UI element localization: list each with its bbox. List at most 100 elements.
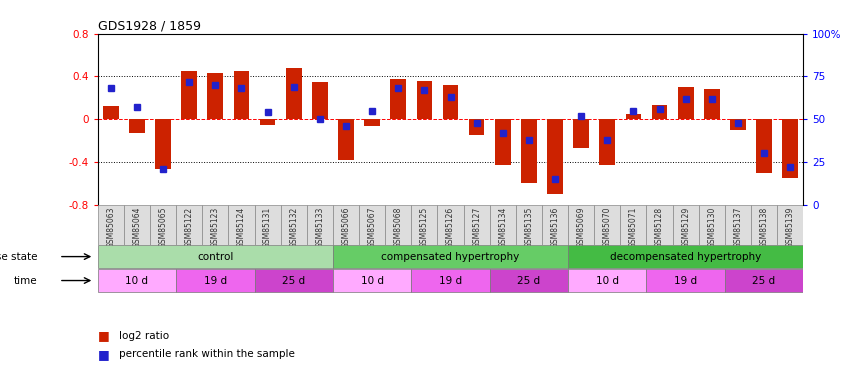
FancyBboxPatch shape	[98, 245, 333, 268]
Text: GSM85139: GSM85139	[785, 207, 795, 248]
Text: GSM85068: GSM85068	[394, 207, 403, 248]
Bar	[652, 105, 667, 119]
Text: GDS1928 / 1859: GDS1928 / 1859	[98, 20, 201, 33]
Bar	[103, 106, 119, 119]
FancyBboxPatch shape	[411, 205, 438, 245]
Text: GSM85124: GSM85124	[237, 207, 246, 248]
Bar	[286, 68, 302, 119]
FancyBboxPatch shape	[202, 205, 229, 245]
FancyBboxPatch shape	[699, 205, 725, 245]
FancyBboxPatch shape	[725, 269, 803, 292]
Text: GSM85130: GSM85130	[707, 207, 717, 248]
Bar	[156, 119, 171, 170]
Text: GSM85138: GSM85138	[760, 207, 768, 248]
Text: time: time	[14, 276, 37, 285]
FancyBboxPatch shape	[672, 205, 699, 245]
FancyBboxPatch shape	[777, 205, 803, 245]
Bar	[626, 114, 641, 119]
Text: GSM85071: GSM85071	[629, 207, 638, 248]
Bar	[129, 119, 144, 133]
Bar	[730, 119, 745, 130]
Text: GSM85069: GSM85069	[576, 207, 586, 248]
Text: GSM85135: GSM85135	[524, 207, 534, 248]
Bar	[704, 89, 720, 119]
FancyBboxPatch shape	[516, 205, 542, 245]
Bar	[234, 71, 249, 119]
Bar	[573, 119, 589, 148]
FancyBboxPatch shape	[568, 269, 647, 292]
Text: GSM85129: GSM85129	[681, 207, 690, 248]
FancyBboxPatch shape	[333, 205, 359, 245]
Text: compensated hypertrophy: compensated hypertrophy	[382, 252, 519, 262]
FancyBboxPatch shape	[333, 245, 568, 268]
Text: GSM85133: GSM85133	[315, 207, 325, 248]
Text: control: control	[197, 252, 234, 262]
FancyBboxPatch shape	[98, 269, 176, 292]
Text: GSM85123: GSM85123	[211, 207, 220, 248]
Text: 19 d: 19 d	[674, 276, 697, 285]
Bar	[495, 119, 511, 165]
Bar	[390, 79, 406, 119]
Text: ■: ■	[98, 329, 110, 342]
Bar	[207, 73, 224, 119]
Bar	[469, 119, 484, 135]
Text: 25 d: 25 d	[282, 276, 305, 285]
FancyBboxPatch shape	[359, 205, 385, 245]
FancyBboxPatch shape	[229, 205, 254, 245]
Bar	[599, 119, 615, 165]
FancyBboxPatch shape	[463, 205, 490, 245]
FancyBboxPatch shape	[124, 205, 150, 245]
Text: decompensated hypertrophy: decompensated hypertrophy	[610, 252, 762, 262]
Text: 25 d: 25 d	[518, 276, 541, 285]
Bar	[521, 119, 536, 183]
Bar	[181, 71, 197, 119]
Bar	[782, 119, 798, 178]
Bar	[338, 119, 354, 160]
Text: 10 d: 10 d	[596, 276, 619, 285]
FancyBboxPatch shape	[751, 205, 777, 245]
FancyBboxPatch shape	[333, 269, 411, 292]
Bar	[756, 119, 772, 172]
FancyBboxPatch shape	[176, 205, 202, 245]
Text: GSM85132: GSM85132	[289, 207, 298, 248]
Bar	[677, 87, 694, 119]
Text: GSM85127: GSM85127	[472, 207, 481, 248]
Bar	[365, 119, 380, 126]
Text: 10 d: 10 d	[126, 276, 149, 285]
Text: GSM85131: GSM85131	[264, 207, 272, 248]
FancyBboxPatch shape	[254, 269, 333, 292]
Text: GSM85126: GSM85126	[446, 207, 455, 248]
Text: 19 d: 19 d	[439, 276, 462, 285]
Text: GSM85065: GSM85065	[159, 207, 167, 248]
Bar	[312, 82, 328, 119]
Text: GSM85134: GSM85134	[498, 207, 507, 248]
Text: GSM85066: GSM85066	[342, 207, 350, 248]
FancyBboxPatch shape	[490, 205, 516, 245]
FancyBboxPatch shape	[725, 205, 751, 245]
FancyBboxPatch shape	[254, 205, 280, 245]
FancyBboxPatch shape	[385, 205, 411, 245]
Text: 10 d: 10 d	[360, 276, 383, 285]
Text: ■: ■	[98, 348, 110, 361]
Text: GSM85070: GSM85070	[603, 207, 612, 248]
Bar	[547, 119, 563, 194]
FancyBboxPatch shape	[594, 205, 620, 245]
FancyBboxPatch shape	[647, 269, 725, 292]
FancyBboxPatch shape	[647, 205, 672, 245]
Text: GSM85064: GSM85064	[133, 207, 141, 248]
FancyBboxPatch shape	[568, 245, 803, 268]
Text: GSM85137: GSM85137	[734, 207, 742, 248]
Bar	[416, 81, 432, 119]
FancyBboxPatch shape	[307, 205, 333, 245]
Text: GSM85067: GSM85067	[367, 207, 377, 248]
FancyBboxPatch shape	[411, 269, 490, 292]
FancyBboxPatch shape	[490, 269, 568, 292]
Text: percentile rank within the sample: percentile rank within the sample	[119, 350, 295, 359]
FancyBboxPatch shape	[176, 269, 254, 292]
FancyBboxPatch shape	[568, 205, 594, 245]
Text: GSM85122: GSM85122	[184, 207, 194, 248]
Text: GSM85125: GSM85125	[420, 207, 429, 248]
Text: GSM85136: GSM85136	[551, 207, 559, 248]
FancyBboxPatch shape	[542, 205, 568, 245]
FancyBboxPatch shape	[98, 205, 124, 245]
